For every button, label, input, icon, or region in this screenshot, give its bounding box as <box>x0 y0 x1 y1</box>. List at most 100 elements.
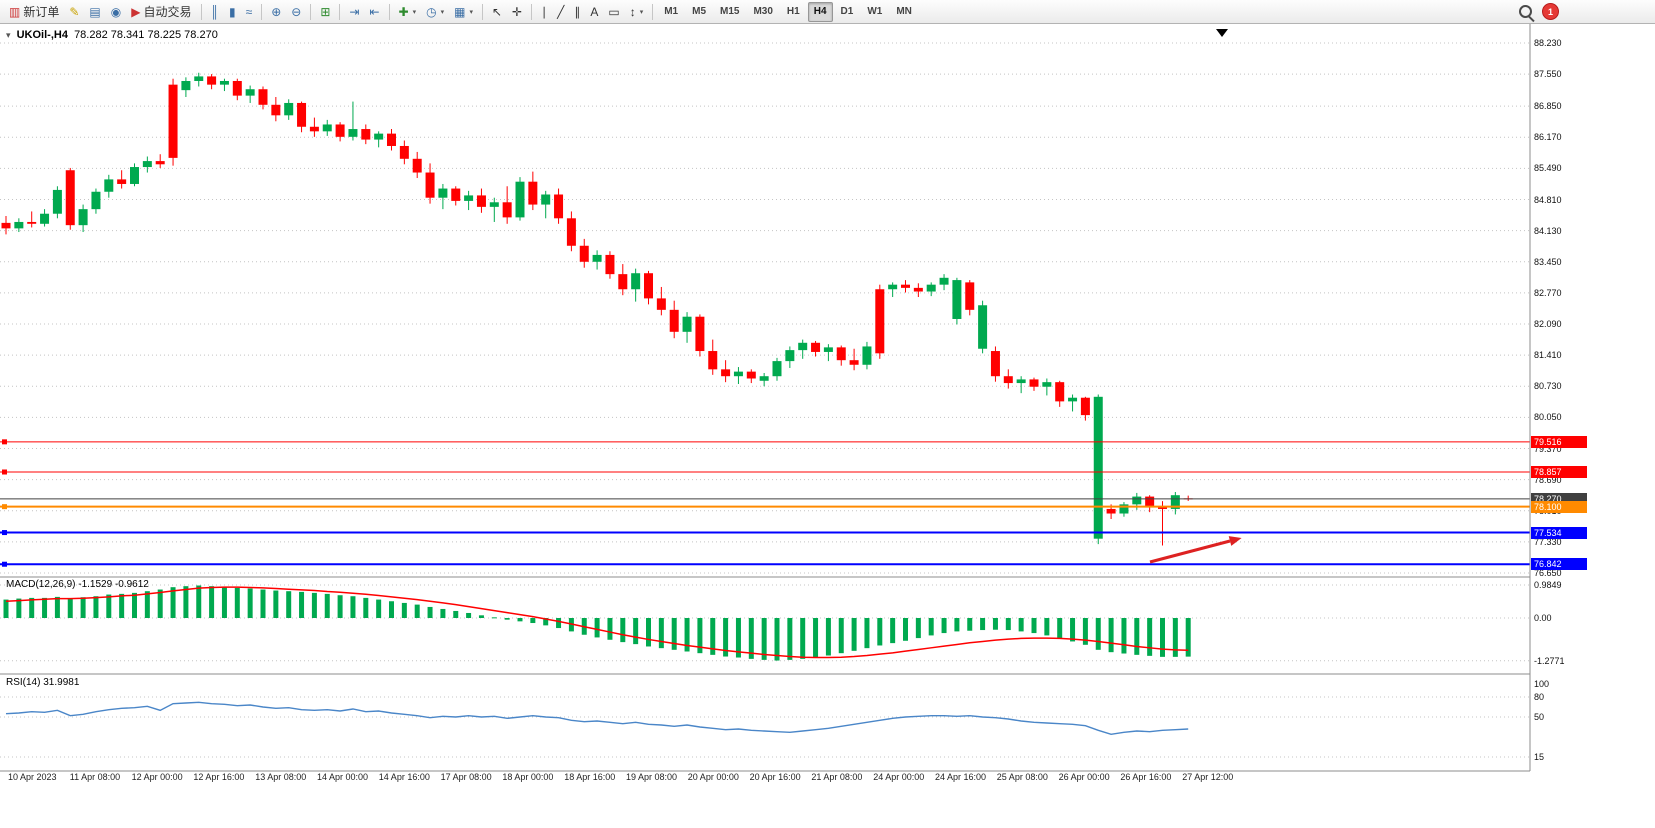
horizontal-line-78.100[interactable] <box>0 504 1530 510</box>
horizontal-line-76.842[interactable] <box>0 561 1530 567</box>
macd-label: MACD(12,26,9) -1.1529 -0.9612 <box>6 579 149 590</box>
rsi-line <box>5 701 1189 736</box>
toolbar-separator <box>531 3 533 20</box>
cursor-icon: ↖ <box>491 4 503 19</box>
timeframe-d1[interactable]: D1 <box>840 6 854 17</box>
rsi-scale-label: 15 <box>1534 752 1545 762</box>
templates-icon: ▦ <box>454 4 466 19</box>
notification-badge[interactable]: 1 <box>1542 3 1559 20</box>
new-order-button-label: 新订单 <box>23 5 60 19</box>
trendline-icon: ╱ <box>557 4 565 19</box>
toolbar-separator <box>261 3 263 20</box>
new-order-button[interactable]: ▥ 新订单 <box>4 1 64 23</box>
line-chart-icon: ≈ <box>245 4 253 19</box>
price-level-badge: 79.516 <box>1531 435 1587 448</box>
price-axis-label: 79.370 <box>1534 443 1562 454</box>
macd-histogram <box>3 585 1191 661</box>
horizontal-line-77.534[interactable] <box>0 530 1530 536</box>
label-button[interactable]: ▭ <box>603 1 624 23</box>
price-level-badge: 78.857 <box>1531 466 1587 478</box>
toolbar-separator <box>339 3 341 20</box>
time-axis-label: 13 Apr 08:00 <box>255 772 307 782</box>
periods-icon: ◷ <box>426 4 437 19</box>
toolbar-separator <box>388 3 390 20</box>
toolbar-buttons: ▥ 新订单 ✎ ▤ ◉ ▶ 自动交易 ║ ▮ ≈ ⊕ ⊖ ⊞ ⇥ ⇤ ✚ ▾ ◷ ▾ ▦ ▾ ↖ ✛ ∣ ╱ ∥ A ▭ ↕ ▾ M1 M5 M… <box>4 0 919 23</box>
timeframe-m5[interactable]: M5 <box>692 6 707 17</box>
time-axis-label: 18 Apr 16:00 <box>564 772 616 782</box>
text-button[interactable]: A <box>585 1 603 23</box>
data-window-button[interactable]: ◉ <box>106 1 126 23</box>
search-icon[interactable] <box>1519 5 1532 18</box>
metaeditor-button[interactable]: ✎ <box>64 1 84 23</box>
shift-marker-icon[interactable] <box>1216 29 1228 37</box>
time-axis-label: 17 Apr 08:00 <box>440 772 492 782</box>
channel-icon: ∥ <box>574 4 581 19</box>
price-axis-label: 78.690 <box>1534 474 1562 485</box>
timeframe-m15[interactable]: M15 <box>720 6 740 17</box>
periods-button[interactable]: ◷ ▾ <box>421 1 449 23</box>
line-chart-button[interactable]: ≈ <box>241 1 258 23</box>
arrows-icon: ↕ <box>629 4 636 19</box>
time-axis-label: 11 Apr 08:00 <box>69 772 121 782</box>
price-level-badge: 78.100 <box>1531 500 1587 513</box>
timeframe-m1[interactable]: M1 <box>664 6 679 17</box>
vertical-line-button[interactable]: ∣ <box>536 1 552 23</box>
indicators-icon: ✚ <box>398 4 409 19</box>
auto-scroll-icon: ⇥ <box>349 4 360 19</box>
time-axis-label: 18 Apr 00:00 <box>502 772 554 782</box>
data-window-icon: ◉ <box>110 4 122 19</box>
rsi-scale-label: 100 <box>1534 679 1550 689</box>
timeframe-m30[interactable]: M30 <box>753 6 773 17</box>
time-axis-label: 26 Apr 16:00 <box>1120 772 1172 782</box>
arrows-button[interactable]: ↕ ▾ <box>625 1 649 23</box>
time-axis-label: 27 Apr 12:00 <box>1182 772 1234 782</box>
cursor-button[interactable]: ↖ <box>487 1 507 23</box>
toolbar-separator <box>200 3 202 20</box>
toolbar-separator <box>652 3 654 20</box>
indicators-button[interactable]: ✚ ▾ <box>394 1 422 23</box>
price-axis-label: 83.450 <box>1534 256 1562 267</box>
horizontal-line-78.857[interactable] <box>0 469 1530 475</box>
time-axis-label: 20 Apr 16:00 <box>749 772 801 782</box>
channel-button[interactable]: ∥ <box>569 1 585 23</box>
toolbar-separator <box>481 3 483 20</box>
price-axis-label: 82.770 <box>1534 287 1562 298</box>
price-axis-label: 86.850 <box>1534 101 1562 112</box>
timeframe-w1[interactable]: W1 <box>867 6 883 17</box>
crosshair-icon: ✛ <box>512 4 523 19</box>
timeframe-mn[interactable]: MN <box>896 6 912 17</box>
macd-scale-label: -1.2771 <box>1534 655 1565 666</box>
price-level-badge: 76.842 <box>1531 558 1587 571</box>
zoom-in-button[interactable]: ⊕ <box>266 1 286 23</box>
dropdown-caret-icon: ▾ <box>639 8 644 16</box>
chart-shift-button[interactable]: ⇤ <box>364 1 384 23</box>
candlestick-chart-button[interactable]: ▮ <box>224 1 241 23</box>
arrow-annotation[interactable] <box>1149 536 1242 564</box>
price-axis-label: 77.330 <box>1534 536 1562 547</box>
zoom-out-icon: ⊖ <box>291 4 302 19</box>
tile-windows-button[interactable]: ⊞ <box>315 1 335 23</box>
bar-chart-icon: ║ <box>210 4 220 19</box>
timeframe-h4[interactable]: H4 <box>807 1 833 22</box>
autotrading-button[interactable]: ▶ 自动交易 <box>126 1 196 23</box>
price-axis-label: 85.490 <box>1534 163 1562 174</box>
templates-button[interactable]: ▦ ▾ <box>449 1 478 23</box>
zoom-out-button[interactable]: ⊖ <box>286 1 306 23</box>
auto-scroll-button[interactable]: ⇥ <box>344 1 364 23</box>
collapse-triangle-icon[interactable]: ▾ <box>6 30 11 40</box>
market-watch-button[interactable]: ▤ <box>84 1 105 23</box>
time-axis-label: 12 Apr 00:00 <box>131 772 183 782</box>
trendline-button[interactable]: ╱ <box>552 1 569 23</box>
vertical-line-icon: ∣ <box>541 4 548 19</box>
chart-title: ▾ UKOil-,H4 78.282 78.341 78.225 78.270 <box>6 29 218 41</box>
timeframe-h1[interactable]: H1 <box>786 6 800 17</box>
time-axis-label: 14 Apr 16:00 <box>378 772 430 782</box>
candlestick-chart-icon: ▮ <box>229 4 236 19</box>
macd-scale-label: 0.9849 <box>1534 580 1562 590</box>
autotrading-button-label: 自动交易 <box>143 5 192 19</box>
horizontal-line-79.516[interactable] <box>0 439 1530 445</box>
bar-chart-button[interactable]: ║ <box>206 1 225 23</box>
crosshair-button[interactable]: ✛ <box>507 1 527 23</box>
